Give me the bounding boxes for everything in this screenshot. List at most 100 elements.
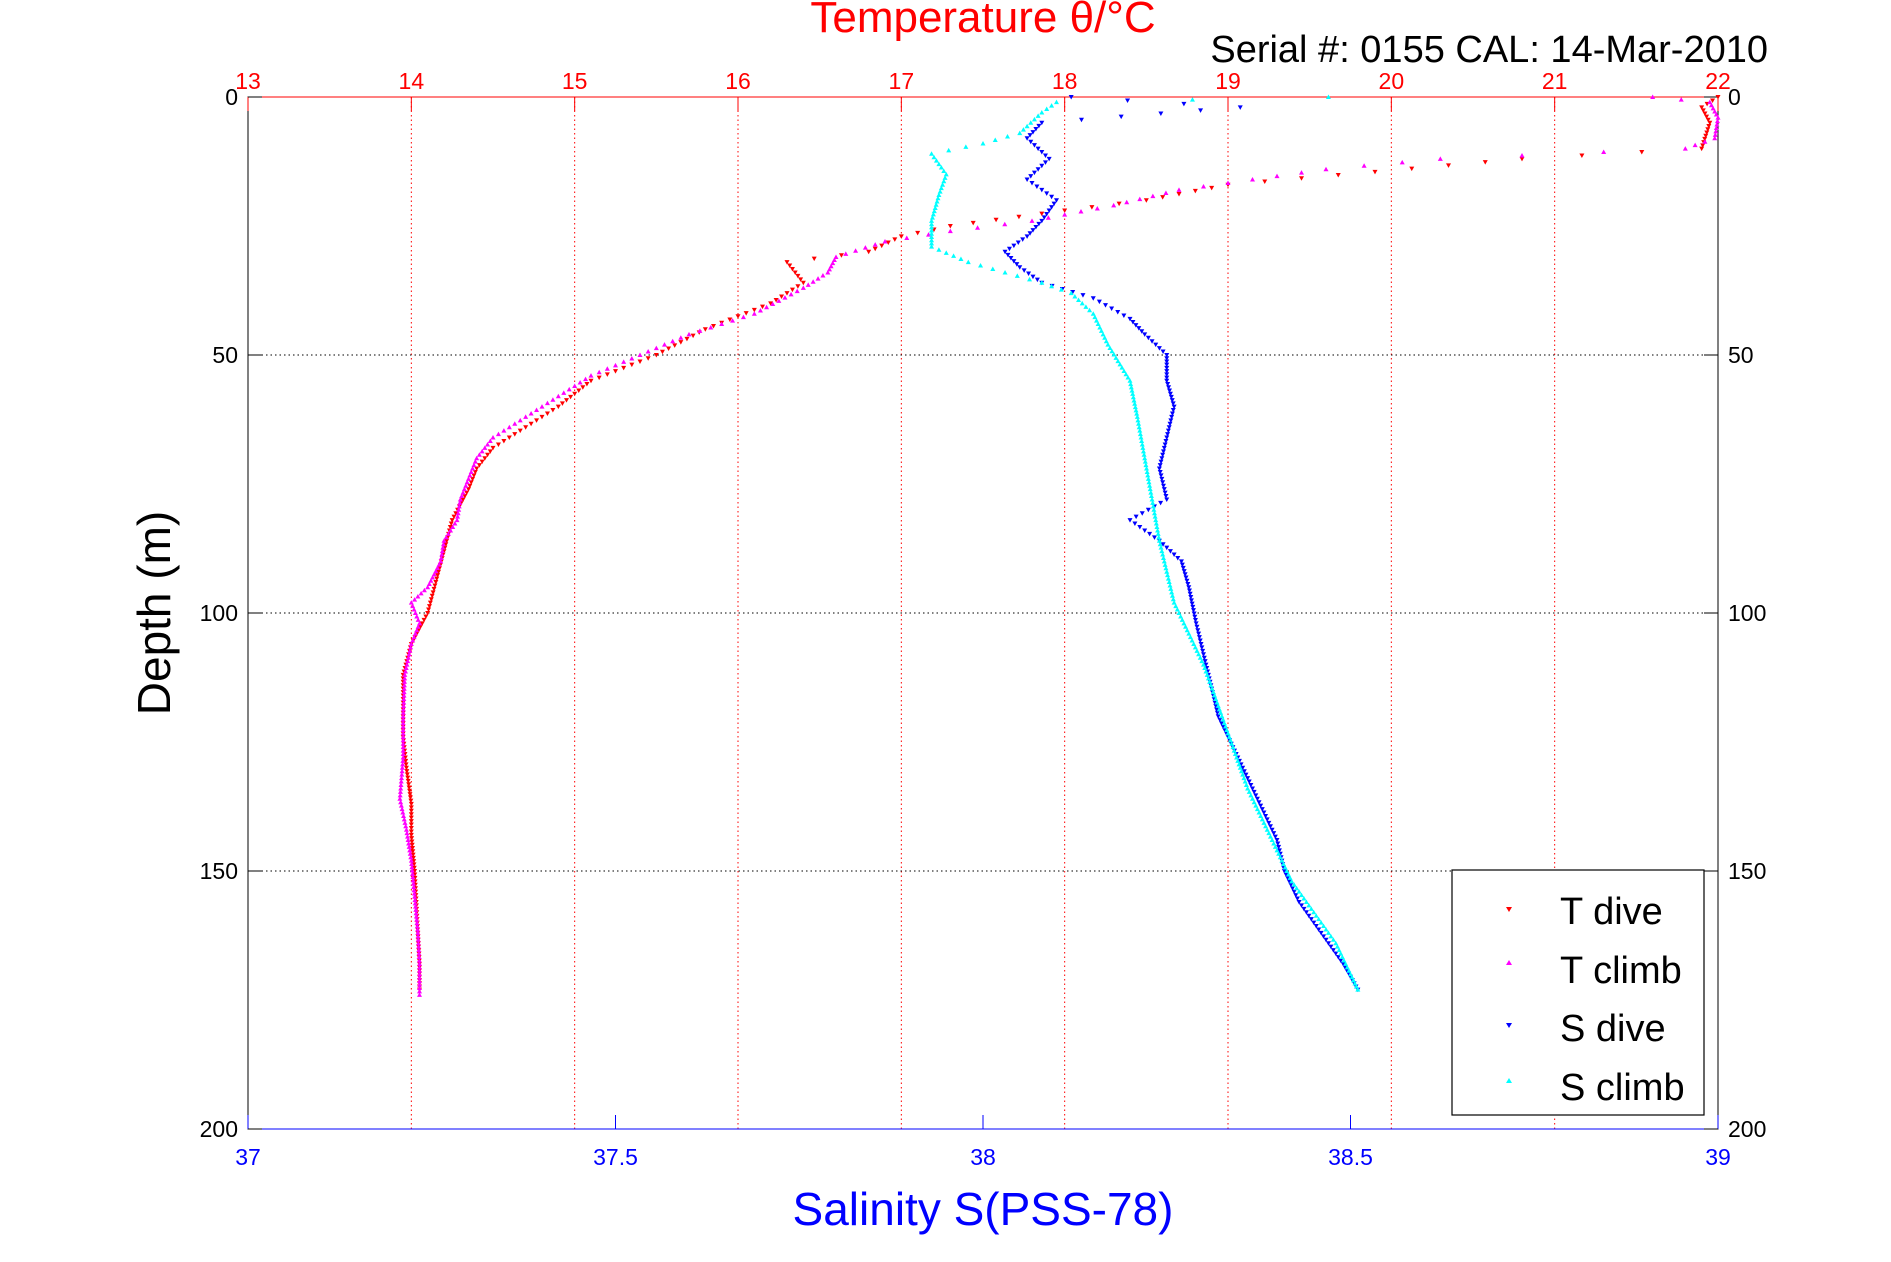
s-dive-point <box>1342 965 1348 970</box>
s-climb-point <box>940 182 946 187</box>
s-dive-point <box>1181 569 1187 574</box>
axis-ticks: 13 14 15 16 17 18 19 20 21 22 37 37.5 38 38.5 39 0 0 50 50… <box>200 68 1767 1170</box>
s-dive-point <box>1193 621 1199 626</box>
t-dive-point <box>408 801 414 807</box>
t-climb-point <box>411 887 417 893</box>
t-climb-point <box>485 441 491 447</box>
t-dive-point <box>1039 211 1045 217</box>
s-climb-point <box>1235 758 1241 763</box>
s-dive-point <box>1168 418 1174 423</box>
s-climb-point <box>1135 417 1141 423</box>
t-climb-point <box>1045 215 1051 220</box>
s-climb-point <box>1186 631 1192 636</box>
s-climb-point <box>1151 507 1157 512</box>
t-climb-point <box>764 304 770 310</box>
s-dive-point <box>1142 332 1148 337</box>
s-climb-point <box>1202 665 1208 671</box>
s-dive-point <box>1246 779 1252 785</box>
s-climb-point <box>1090 311 1096 316</box>
t-dive-point <box>1639 150 1645 155</box>
temperature-tick-label: 19 <box>1215 68 1241 94</box>
s-dive-point <box>1213 703 1219 709</box>
s-dive-point <box>1165 428 1171 434</box>
t-dive-point <box>425 611 431 616</box>
t-dive-point <box>1704 130 1710 135</box>
t-dive-point <box>1016 214 1022 220</box>
t-climb-point <box>412 904 418 909</box>
s-dive-point <box>1041 215 1047 220</box>
t-dive-point <box>443 542 449 547</box>
s-climb-point <box>1336 947 1342 953</box>
s-dive-point <box>1031 170 1037 176</box>
t-dive-point <box>1699 146 1705 152</box>
t-climb-point <box>401 686 407 691</box>
t-dive-point <box>403 758 409 764</box>
t-climb-point <box>410 881 416 886</box>
t-dive-point <box>487 449 493 454</box>
t-dive-point <box>408 826 414 831</box>
t-dive-point <box>402 755 408 760</box>
s-climb-point <box>1134 414 1140 419</box>
s-climb-point <box>1072 294 1078 299</box>
t-dive-point <box>800 280 806 286</box>
s-dive-point <box>1338 958 1344 963</box>
depth-tick-label-left: 200 <box>200 1116 238 1142</box>
s-dive-point <box>1325 941 1331 946</box>
s-climb-point <box>1039 109 1045 115</box>
t-climb-point <box>572 383 578 388</box>
salinity-tick-label: 39 <box>1705 1144 1731 1170</box>
s-dive-point <box>1162 490 1168 496</box>
t-climb-point <box>1714 118 1720 124</box>
s-climb-point <box>1144 469 1150 474</box>
t-dive-point <box>410 852 416 858</box>
s-climb-point <box>1145 472 1151 478</box>
s-dive-point <box>1021 268 1027 273</box>
t-climb-point <box>629 355 635 361</box>
s-dive-point <box>1187 591 1193 597</box>
s-climb-point <box>1179 617 1185 622</box>
s-dive-point <box>1215 714 1221 719</box>
t-dive-point <box>408 832 414 838</box>
t-dive-point <box>1299 176 1304 181</box>
s-climb-point <box>1162 562 1168 567</box>
s-climb-point <box>937 189 943 194</box>
s-dive-point <box>1164 369 1170 374</box>
s-climb-point <box>1152 510 1157 516</box>
s-climb-point <box>1153 517 1159 523</box>
t-dive-point <box>1700 143 1706 148</box>
t-climb-point <box>406 840 412 846</box>
s-climb-point <box>1147 483 1153 488</box>
t-climb-point <box>577 380 583 385</box>
s-dive-point <box>1185 581 1191 587</box>
t-climb-point <box>410 874 416 880</box>
s-dive-point <box>1274 838 1280 843</box>
t-climb-point <box>400 810 406 815</box>
t-climb-point <box>482 445 488 450</box>
s-climb-point <box>1140 448 1146 454</box>
t-climb-point <box>1111 202 1117 208</box>
t-dive-point <box>629 362 635 368</box>
s-dive-point <box>1316 927 1322 932</box>
t-dive-point <box>408 815 414 821</box>
s-dive-point <box>1181 101 1187 107</box>
t-climb-point <box>517 417 523 423</box>
t-dive-point <box>407 788 413 794</box>
t-climb-point <box>495 431 501 437</box>
s-climb-point <box>1281 861 1287 867</box>
s-climb-point <box>1226 734 1232 739</box>
t-climb-point <box>460 490 466 495</box>
s-dive-point <box>1167 391 1173 397</box>
s-dive-point <box>1184 578 1190 584</box>
t-dive-point <box>559 401 565 406</box>
t-climb-point <box>400 720 406 726</box>
t-climb-point <box>410 871 416 876</box>
s-dive-point <box>1275 841 1281 846</box>
s-dive-point <box>1306 913 1312 919</box>
s-dive-point <box>1145 507 1151 513</box>
s-climb-point <box>1156 534 1162 540</box>
t-climb-point <box>561 390 567 395</box>
t-climb-point <box>402 672 408 677</box>
s-climb-point <box>1143 462 1149 468</box>
s-dive-point <box>1051 201 1057 207</box>
salinity-tick-label: 37 <box>235 1144 261 1170</box>
